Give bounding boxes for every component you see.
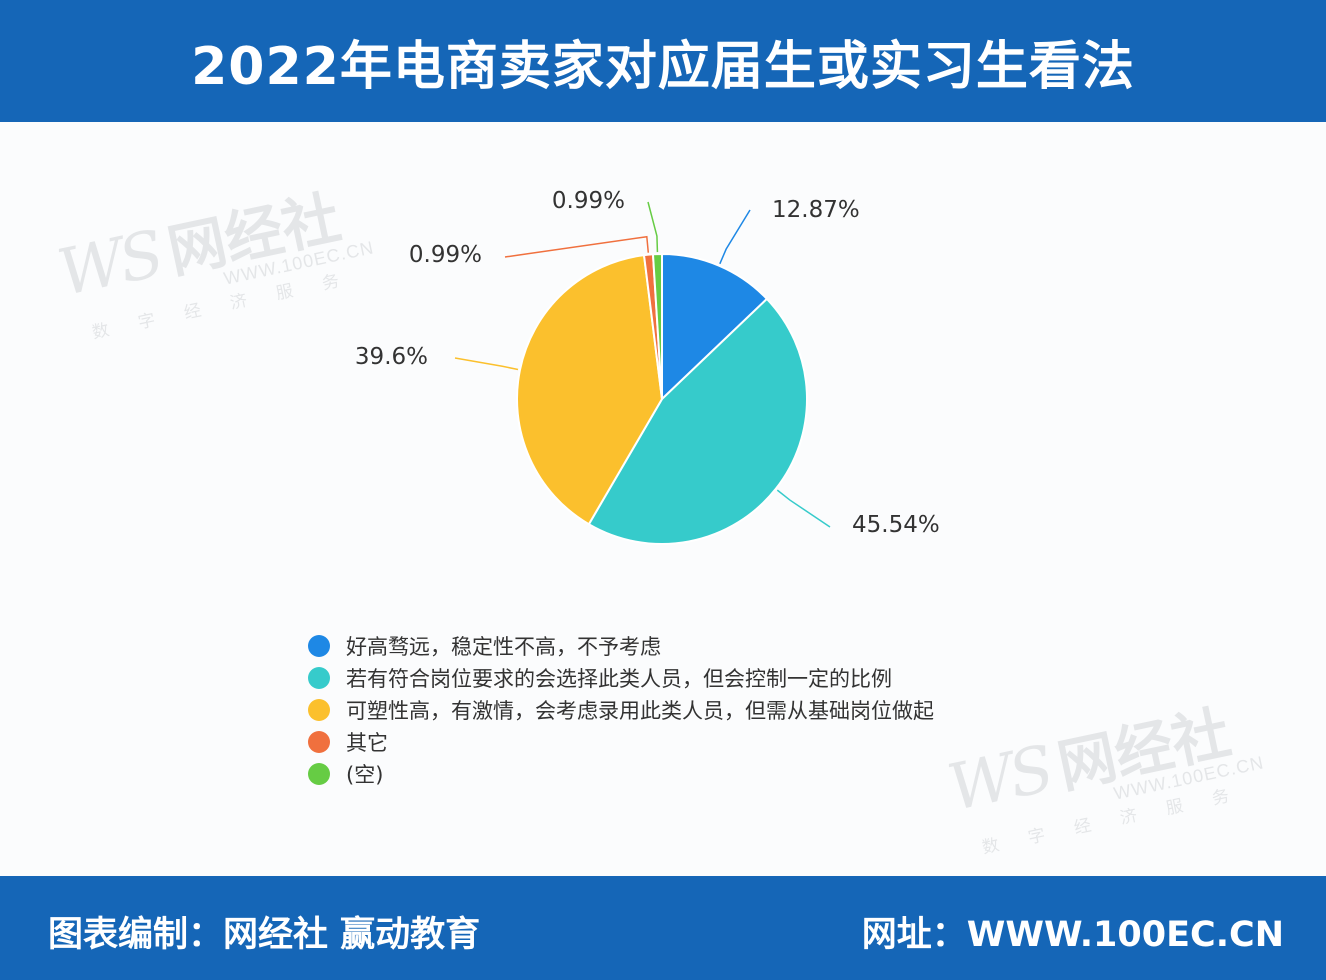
watermark-logo-mark: WS <box>941 732 1057 827</box>
data-label: 39.6% <box>355 344 428 370</box>
data-label: 0.99% <box>552 188 625 214</box>
legend-label: 其它 <box>346 731 388 755</box>
footer-banner: 图表编制：网经社 赢动教育 网址：WWW.100EC.CN <box>0 876 1326 980</box>
legend-swatch <box>308 731 330 753</box>
legend-swatch <box>308 763 330 785</box>
leader-line <box>776 489 831 528</box>
watermark-brand: 网经社 <box>1051 698 1237 802</box>
watermark-logo: WS网经社 WWW.100EC.CN 数字经济服务 <box>940 680 1271 862</box>
pie-slice <box>651 252 663 400</box>
title-banner: 2022年电商卖家对应届生或实习生看法 <box>0 0 1326 122</box>
legend-item: 其它 <box>308 726 934 758</box>
legend-swatch <box>308 635 330 657</box>
legend-label: 可塑性高，有激情，会考虑录用此类人员，但需从基础岗位做起 <box>346 699 934 723</box>
chart-legend: 好高骛远，稳定性不高，不予考虑若有符合岗位要求的会选择此类人员，但会控制一定的比… <box>308 630 934 790</box>
watermark-tagline: 数字经济服务 <box>980 780 1261 859</box>
legend-swatch <box>308 667 330 689</box>
leader-line <box>454 357 519 371</box>
footer-website: 网址：WWW.100EC.CN <box>861 915 1284 955</box>
leader-line <box>647 201 659 253</box>
legend-label: 好高骛远，稳定性不高，不予考虑 <box>346 635 661 659</box>
pie-chart: 12.87% 45.54% 39.6% 0.99% 0.99% <box>355 188 940 545</box>
legend-item: 可塑性高，有激情，会考虑录用此类人员，但需从基础岗位做起 <box>308 694 934 726</box>
pie-slice <box>661 252 769 402</box>
legend-swatch <box>308 699 330 721</box>
legend-item: 若有符合岗位要求的会选择此类人员，但会控制一定的比例 <box>308 662 934 694</box>
pie-slice <box>516 254 664 526</box>
data-label: 45.54% <box>852 512 940 538</box>
legend-item: 好高骛远，稳定性不高，不予考虑 <box>308 630 934 662</box>
data-label: 12.87% <box>772 197 860 223</box>
watermark-url: WWW.100EC.CN <box>1111 752 1266 804</box>
data-label: 0.99% <box>409 242 482 268</box>
legend-item: (空) <box>308 758 934 790</box>
leader-line <box>504 235 650 258</box>
pie-slice <box>587 297 808 545</box>
leader-line <box>719 209 751 265</box>
legend-label: 若有符合岗位要求的会选择此类人员，但会控制一定的比例 <box>346 667 892 691</box>
chart-title: 2022年电商卖家对应届生或实习生看法 <box>191 36 1135 97</box>
legend-label: (空) <box>346 763 384 787</box>
footer-credit: 图表编制：网经社 赢动教育 <box>48 915 481 955</box>
